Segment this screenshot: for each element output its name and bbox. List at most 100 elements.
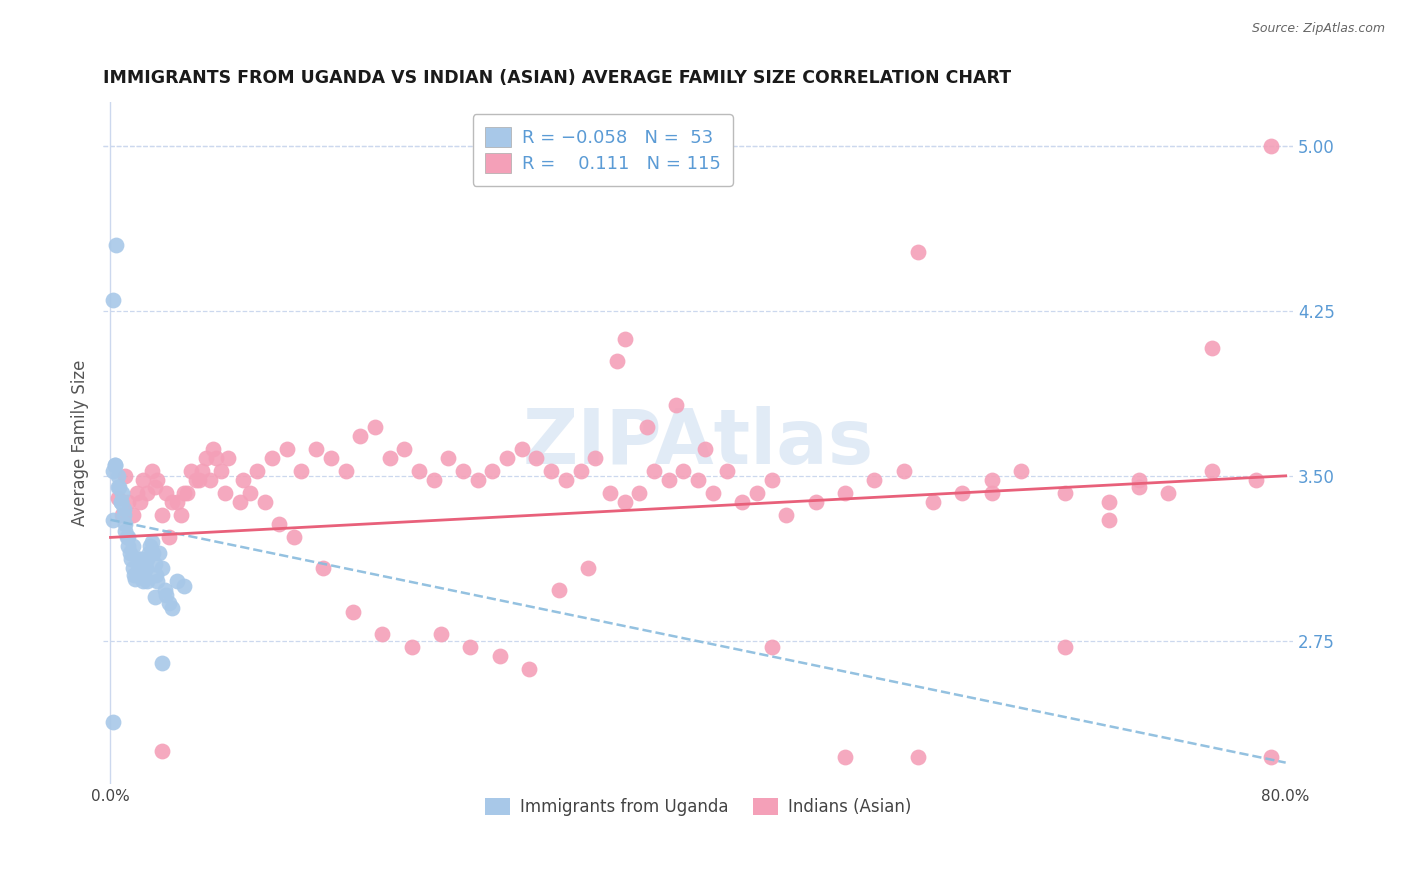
Point <box>146 473 169 487</box>
Point <box>142 546 165 560</box>
Point <box>117 539 139 553</box>
Point <box>378 451 401 466</box>
Point <box>276 442 298 457</box>
Point <box>628 486 651 500</box>
Point <box>702 486 724 500</box>
Point <box>1260 139 1282 153</box>
Point <box>136 574 159 589</box>
Point <box>110 495 132 509</box>
Text: IMMIGRANTS FROM UGANDA VS INDIAN (ASIAN) AVERAGE FAMILY SIZE CORRELATION CHART: IMMIGRANTS FROM UGANDA VS INDIAN (ASIAN)… <box>103 69 1011 87</box>
Point <box>695 442 717 457</box>
Point <box>136 486 159 500</box>
Point <box>980 473 1002 487</box>
Point <box>157 596 180 610</box>
Point <box>132 574 155 589</box>
Point <box>205 451 228 466</box>
Point <box>1201 465 1223 479</box>
Point <box>115 530 138 544</box>
Point <box>145 567 167 582</box>
Point <box>128 552 150 566</box>
Point <box>576 561 599 575</box>
Point <box>569 465 592 479</box>
Point <box>214 486 236 500</box>
Point <box>451 465 474 479</box>
Point <box>467 473 489 487</box>
Point <box>232 473 254 487</box>
Point <box>686 473 709 487</box>
Point <box>283 530 305 544</box>
Point <box>150 656 173 670</box>
Point <box>112 501 135 516</box>
Point <box>922 495 945 509</box>
Point <box>125 486 148 500</box>
Point <box>229 495 252 509</box>
Point <box>194 451 217 466</box>
Point <box>173 486 195 500</box>
Point <box>349 429 371 443</box>
Text: ZIPAtlas: ZIPAtlas <box>523 406 873 480</box>
Point <box>114 517 136 532</box>
Point <box>863 473 886 487</box>
Point <box>187 473 209 487</box>
Point <box>290 465 312 479</box>
Point <box>460 640 482 655</box>
Point <box>488 649 510 664</box>
Point <box>120 552 142 566</box>
Point <box>834 750 856 764</box>
Point <box>176 486 198 500</box>
Point <box>716 465 738 479</box>
Point <box>155 588 177 602</box>
Point <box>121 508 143 523</box>
Point <box>907 750 929 764</box>
Point <box>141 465 163 479</box>
Point <box>202 442 225 457</box>
Point <box>111 486 134 500</box>
Legend: Immigrants from Uganda, Indians (Asian): Immigrants from Uganda, Indians (Asian) <box>478 791 918 823</box>
Point <box>150 508 173 523</box>
Point <box>371 627 394 641</box>
Point <box>364 420 387 434</box>
Point <box>1128 473 1150 487</box>
Point <box>239 486 262 500</box>
Point <box>665 399 688 413</box>
Y-axis label: Average Family Size: Average Family Size <box>72 359 89 526</box>
Point <box>437 451 460 466</box>
Point <box>980 486 1002 500</box>
Point <box>134 567 156 582</box>
Point <box>103 465 125 479</box>
Point <box>124 572 146 586</box>
Point <box>319 451 342 466</box>
Point <box>217 451 239 466</box>
Point <box>526 451 548 466</box>
Text: Source: ZipAtlas.com: Source: ZipAtlas.com <box>1251 22 1385 36</box>
Point <box>731 495 754 509</box>
Point <box>143 590 166 604</box>
Point <box>117 530 139 544</box>
Point <box>107 468 129 483</box>
Point <box>132 473 155 487</box>
Point <box>122 567 145 582</box>
Point <box>111 508 134 523</box>
Point <box>160 495 183 509</box>
Point <box>103 513 125 527</box>
Point <box>128 552 150 566</box>
Point <box>139 539 162 553</box>
Point <box>408 465 430 479</box>
Point <box>636 420 658 434</box>
Point <box>143 557 166 571</box>
Point <box>108 480 131 494</box>
Point <box>103 715 125 730</box>
Point <box>157 530 180 544</box>
Point <box>401 640 423 655</box>
Point <box>496 451 519 466</box>
Point <box>173 579 195 593</box>
Point <box>118 546 141 560</box>
Point <box>775 508 797 523</box>
Point <box>342 605 364 619</box>
Point <box>1054 640 1077 655</box>
Point <box>103 293 125 307</box>
Point <box>136 552 159 566</box>
Point <box>517 662 540 676</box>
Point <box>114 524 136 538</box>
Point <box>155 486 177 500</box>
